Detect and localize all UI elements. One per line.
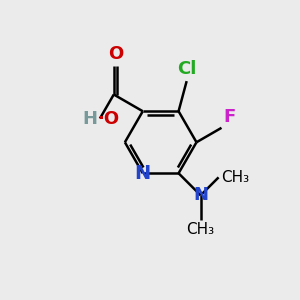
Text: F: F [224, 107, 236, 125]
Text: ·O: ·O [98, 110, 120, 128]
Text: N: N [193, 186, 208, 204]
Text: N: N [135, 164, 151, 183]
Text: CH₃: CH₃ [187, 222, 215, 237]
Text: H: H [82, 110, 98, 128]
Text: O: O [108, 45, 123, 63]
Text: Cl: Cl [177, 60, 196, 78]
Text: CH₃: CH₃ [221, 170, 250, 185]
